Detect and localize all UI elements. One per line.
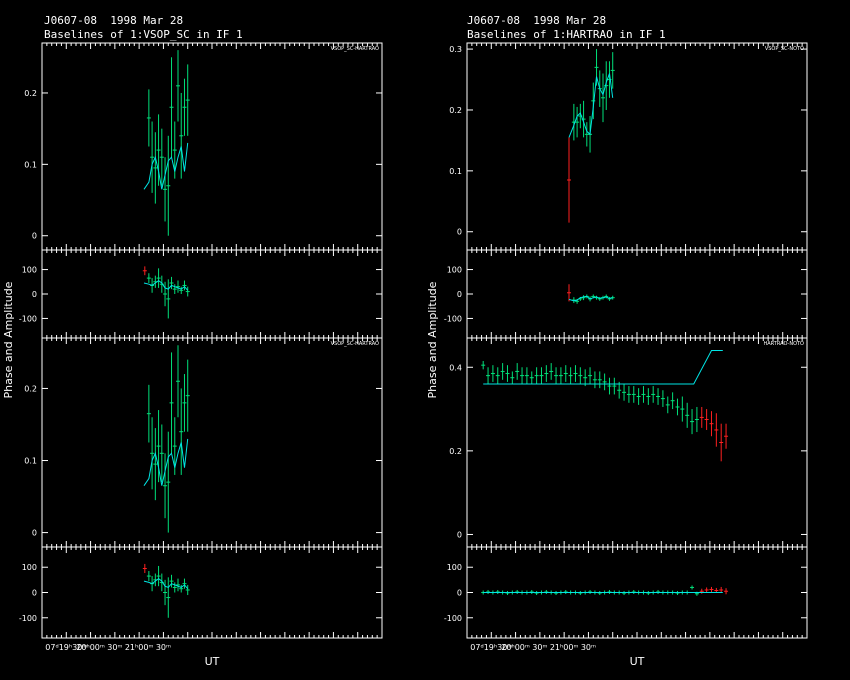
y-tick-label: 0.2 <box>449 106 462 115</box>
x-tick-label: 30ᵐ <box>581 643 596 652</box>
y-tick-label: -100 <box>444 314 462 323</box>
model-line <box>143 142 189 190</box>
y-tick-label: 0 <box>457 228 462 237</box>
model-line <box>143 438 189 486</box>
baseline-label: VSOP_SC-HARTRAO <box>331 341 379 347</box>
y-tick-label: 100 <box>447 266 462 275</box>
right-subtitle: Baselines of 1:HARTRAO in IF 1 <box>467 28 666 41</box>
amp-frame <box>466 42 808 251</box>
amp-frame <box>41 42 383 251</box>
y-tick-label: 0.1 <box>24 457 37 466</box>
x-tick-label: 30ᵐ <box>532 643 547 652</box>
x-tick-label: 07ᵈ19ʰ30ᵐ <box>45 643 87 652</box>
model-line <box>143 577 189 590</box>
ph-frame <box>41 546 383 639</box>
y-tick-label: 0 <box>457 290 462 299</box>
y-tick-label: 0.2 <box>24 384 37 393</box>
y-tick-label: 100 <box>22 266 37 275</box>
baseline-label: VSOP_SC-NOTO <box>765 46 804 52</box>
left-x-axis-label: UT <box>205 655 220 668</box>
baseline-label: VSOP_SC-HARTRAO <box>331 46 379 52</box>
y-tick-label: 0 <box>32 589 37 598</box>
y-tick-label: 0 <box>32 232 37 241</box>
y-tick-label: 0 <box>457 589 462 598</box>
y-tick-label: 0 <box>32 529 37 538</box>
model-line <box>483 350 723 385</box>
amp-frame <box>466 337 808 548</box>
y-tick-label: -100 <box>444 614 462 623</box>
y-tick-label: 0.2 <box>449 447 462 456</box>
y-tick-label: 0.4 <box>449 363 462 372</box>
model-line <box>568 295 613 302</box>
model-line <box>568 73 614 138</box>
ph-frame <box>41 249 383 339</box>
y-tick-label: 100 <box>447 563 462 572</box>
left-y-axis-label: Phase and Amplitude <box>2 281 15 398</box>
amp-frame <box>41 337 383 548</box>
x-tick-label: 20ʰ00ᵐ <box>76 643 105 652</box>
baseline-label: HARTRAO-NOTO <box>764 341 805 347</box>
y-tick-label: 0.3 <box>449 45 462 54</box>
right-title: J0607-08 1998 Mar 28 <box>467 14 607 27</box>
left-subtitle: Baselines of 1:VSOP_SC in IF 1 <box>44 28 243 41</box>
model-line <box>143 279 189 291</box>
y-tick-label: 0.1 <box>24 160 37 169</box>
plots-layer: 0 0.1 0.2 VSOP_SC-HARTRAO 100 0 -100 0 0.1 0.2 0.3… <box>19 42 808 652</box>
x-tick-label: 21ʰ00ᵐ <box>125 643 154 652</box>
right-x-axis-label: UT <box>630 655 645 668</box>
y-tick-label: 0.2 <box>24 89 37 98</box>
ph-frame <box>466 249 808 339</box>
x-tick-label: 20ʰ00ᵐ <box>501 643 530 652</box>
y-tick-label: 100 <box>22 563 37 572</box>
y-tick-label: 0 <box>32 290 37 299</box>
y-tick-label: -100 <box>19 314 37 323</box>
y-tick-label: 0 <box>457 530 462 539</box>
y-tick-label: 0.1 <box>449 167 462 176</box>
y-tick-label: -100 <box>19 614 37 623</box>
x-tick-label: 21ʰ00ᵐ <box>550 643 579 652</box>
x-tick-label: 07ᵈ19ʰ30ᵐ <box>470 643 512 652</box>
x-tick-label: 30ᵐ <box>156 643 171 652</box>
left-title: J0607-08 1998 Mar 28 <box>44 14 184 27</box>
right-y-axis-label: Phase and Amplitude <box>426 281 439 398</box>
x-tick-label: 30ᵐ <box>107 643 122 652</box>
